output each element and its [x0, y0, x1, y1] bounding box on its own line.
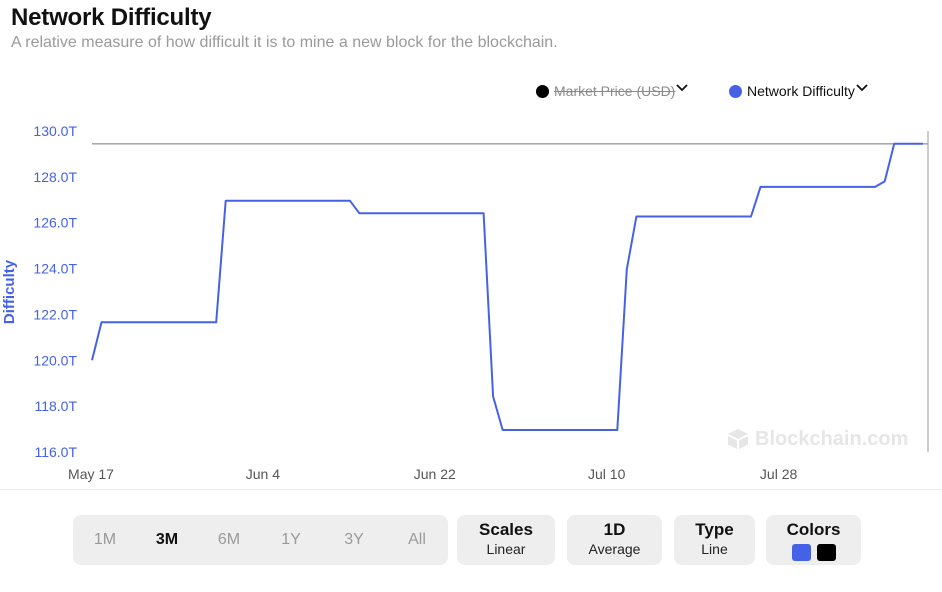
chevron-down-icon[interactable] [855, 81, 869, 95]
color-swatch-blue[interactable] [791, 544, 811, 561]
page-title: Network Difficulty [11, 4, 212, 31]
watermark-text: Blockchain.com [755, 427, 909, 450]
page-subtitle: A relative measure of how difficult it i… [11, 34, 558, 51]
x-tick-label: Jul 28 [760, 466, 798, 482]
legend-dot-market-price [536, 84, 549, 98]
color-swatch-black[interactable] [816, 544, 836, 561]
range-button-3m[interactable]: 3M [155, 531, 179, 548]
y-tick-label: 128.0T [33, 169, 77, 185]
scales-button[interactable]: Scales Linear [457, 515, 555, 565]
average-title: 1D [603, 520, 626, 539]
y-tick-label: 118.0T [34, 398, 77, 414]
y-tick-label: 120.0T [33, 352, 77, 368]
y-tick-label: 122.0T [33, 306, 77, 322]
blockchain-logo-icon [728, 429, 748, 449]
legend-label-market-price: Market Price (USD) [554, 83, 676, 99]
average-value: Average [588, 541, 641, 557]
legend-label-network-difficulty: Network Difficulty [747, 83, 855, 99]
legend-item-market-price[interactable]: Market Price (USD) [536, 83, 689, 99]
type-button[interactable]: Type Line [674, 515, 755, 565]
x-tick-label: Jun 4 [246, 466, 280, 482]
y-tick-label: 126.0T [33, 215, 77, 231]
range-button-1y[interactable]: 1Y [281, 531, 301, 548]
scales-value: Linear [486, 541, 526, 557]
y-tick-label: 130.0T [33, 123, 77, 139]
x-tick-label: Jul 10 [588, 466, 626, 482]
type-value: Line [701, 541, 728, 557]
series-line [91, 142, 923, 431]
range-button-all[interactable]: All [408, 531, 426, 548]
type-title: Type [695, 520, 734, 539]
scales-title: Scales [479, 520, 533, 539]
average-button[interactable]: 1D Average [567, 515, 662, 565]
y-tick-label: 124.0T [33, 261, 77, 277]
controls-divider [0, 489, 942, 490]
x-tick-label: May 17 [68, 466, 114, 482]
line-chart: 116.0T 118.0T 120.0T 122.0T 124.0T 126.0T 128.… [33, 123, 929, 482]
legend-item-network-difficulty[interactable]: Network Difficulty [729, 83, 869, 99]
colors-title: Colors [786, 520, 841, 539]
time-range-selector: 1M 3M 6M 1Y 3Y All [73, 515, 448, 565]
legend-dot-network-difficulty [729, 84, 742, 98]
colors-button[interactable]: Colors [766, 515, 861, 565]
range-button-1m[interactable]: 1M [93, 531, 117, 548]
y-tick-label: 116.0T [34, 444, 77, 460]
watermark: Blockchain.com [727, 427, 908, 451]
chart-legend: Market Price (USD) Network Difficulty [0, 83, 942, 103]
range-button-3y[interactable]: 3Y [344, 531, 364, 548]
chevron-down-icon[interactable] [675, 81, 689, 95]
x-tick-label: Jun 22 [414, 466, 456, 482]
range-button-6m[interactable]: 6M [217, 531, 241, 548]
